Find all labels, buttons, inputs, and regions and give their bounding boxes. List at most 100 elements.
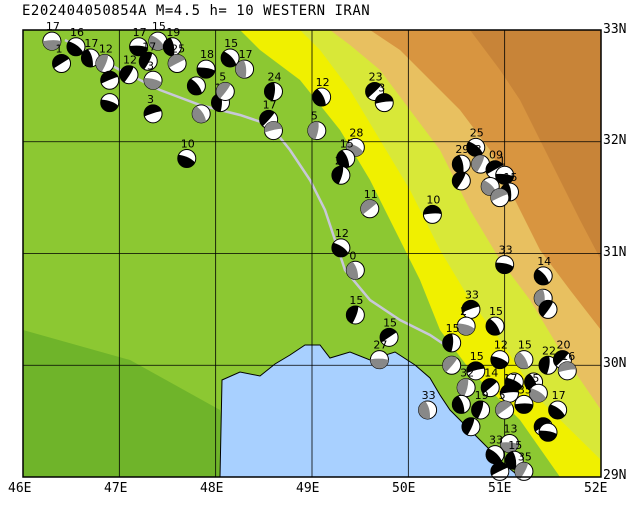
focal-mechanism: 16 [557, 350, 577, 381]
lon-label-50: 50E [392, 481, 416, 496]
depth-label: 15 [446, 322, 460, 335]
focal-mechanism: 5 [528, 372, 548, 403]
lon-label-51: 51E [488, 481, 512, 496]
focal-mechanism [451, 171, 471, 191]
depth-label: 18 [200, 48, 214, 61]
focal-mechanism: 5 [215, 70, 235, 101]
focal-mechanism: 12 [119, 54, 139, 85]
event-title: E202404050854A M=4.5 h= 10 WESTERN IRAN [22, 3, 371, 19]
focal-mechanism: 12 [312, 76, 332, 107]
focal-mechanism: 3 [143, 93, 163, 124]
depth-label: 3 [147, 59, 154, 72]
depth-label: 17 [142, 40, 156, 53]
depth-label: 35 [518, 450, 532, 463]
focal-mechanism: 16 [66, 26, 86, 57]
depth-label: 12 [316, 76, 330, 89]
focal-mechanism: 24 [263, 70, 283, 101]
focal-mechanism: 29 [451, 143, 471, 174]
focal-mechanism: 25 [167, 43, 187, 74]
depth-label: 24 [267, 70, 281, 83]
depth-label: 17 [84, 37, 98, 50]
depth-label: 3 [147, 93, 154, 106]
depth-label: 23 [369, 70, 383, 83]
depth-label: 14 [484, 367, 498, 380]
focal-mechanism: 2 [331, 154, 351, 185]
focal-mechanism: 12 [490, 339, 510, 370]
focal-mechanism: 15 [345, 294, 365, 325]
focal-mechanism: 17 [259, 98, 279, 129]
depth-label: 5 [499, 389, 506, 402]
focal-mechanism [442, 355, 462, 375]
lat-label-32: 32N [603, 133, 627, 148]
depth-label: 19 [475, 389, 489, 402]
focal-mechanism: 1 [495, 154, 515, 185]
focal-mechanism: 17 [129, 26, 149, 57]
focal-mechanism: 0 [345, 249, 365, 280]
focal-mechanism: 33 [461, 288, 481, 319]
depth-label: 22 [542, 344, 556, 357]
map-frame [22, 29, 602, 478]
focal-mechanism [461, 417, 481, 437]
focal-mechanism [263, 121, 283, 141]
focal-mechanism: 19 [162, 26, 182, 57]
focal-mechanism: 15 [220, 37, 240, 68]
depth-label: 12 [494, 339, 508, 352]
focal-mechanism: 17 [138, 40, 158, 71]
depth-label: 33 [499, 244, 513, 257]
focal-mechanism: 5 [307, 110, 327, 141]
depth-label: 17 [133, 26, 147, 39]
depth-label: 16 [561, 350, 575, 363]
depth-label: 2 [335, 154, 342, 167]
depth-label: 12 [335, 227, 349, 240]
depth-label: 15 [152, 20, 166, 33]
depth-label: 15 [224, 37, 238, 50]
focal-mechanism: 18 [196, 48, 216, 79]
depth-label: 15 [340, 138, 354, 151]
lon-label-49: 49E [296, 481, 320, 496]
focal-mechanism: 33 [485, 434, 505, 465]
depth-label: 17 [552, 389, 566, 402]
focal-mechanism [191, 104, 211, 124]
focal-mechanism [100, 93, 120, 113]
depth-label: 09 [489, 149, 503, 162]
depth-label: 5 [219, 70, 226, 83]
focal-mechanism: 3 [471, 143, 491, 174]
depth-label: 33 [422, 389, 436, 402]
focal-mechanism: 5 [495, 389, 515, 420]
focal-mechanism: 3 [374, 82, 394, 113]
focal-mechanism: 17 [80, 37, 100, 68]
focal-mechanism: 19 [471, 389, 491, 420]
depth-label: 14 [537, 255, 551, 268]
focal-mechanism: 15 [485, 305, 505, 336]
focal-mechanism: 15 [466, 350, 486, 381]
focal-mechanism: 35 [514, 383, 534, 414]
focal-mechanism: 17 [499, 372, 519, 403]
lon-label-48: 48E [200, 481, 224, 496]
depth-label: 12 [123, 54, 137, 67]
depth-label: 17 [263, 98, 277, 111]
lat-label-29: 29N [603, 468, 627, 483]
mountains-brown [470, 30, 601, 260]
focal-mechanism: 10 [422, 193, 442, 224]
depth-label: 27 [373, 339, 387, 352]
depth-label: 15 [470, 350, 484, 363]
focal-mechanism [538, 299, 558, 319]
depth-label: 3 [475, 143, 482, 156]
depth-label: 5 [311, 110, 318, 123]
focal-mechanism: 12 [331, 227, 351, 258]
depth-label: 2 [460, 305, 467, 318]
depth-label: 25 [470, 126, 484, 139]
depth-label: 19 [166, 26, 180, 39]
focal-mechanism: 3 [143, 59, 163, 90]
focal-mechanism: 09 [485, 149, 505, 180]
focal-mechanism: 17 [548, 389, 568, 420]
depth-label: 25 [171, 43, 185, 56]
depth-label: 5 [532, 372, 539, 385]
lon-label-47: 47E [104, 481, 128, 496]
focal-mechanism [100, 70, 120, 90]
focal-mechanism: 25 [466, 126, 486, 157]
focal-mechanism: 10 [177, 138, 197, 169]
lat-label-33: 33N [603, 22, 627, 37]
focal-mechanism: 14 [533, 255, 553, 286]
focal-mechanism: 33 [418, 389, 438, 420]
